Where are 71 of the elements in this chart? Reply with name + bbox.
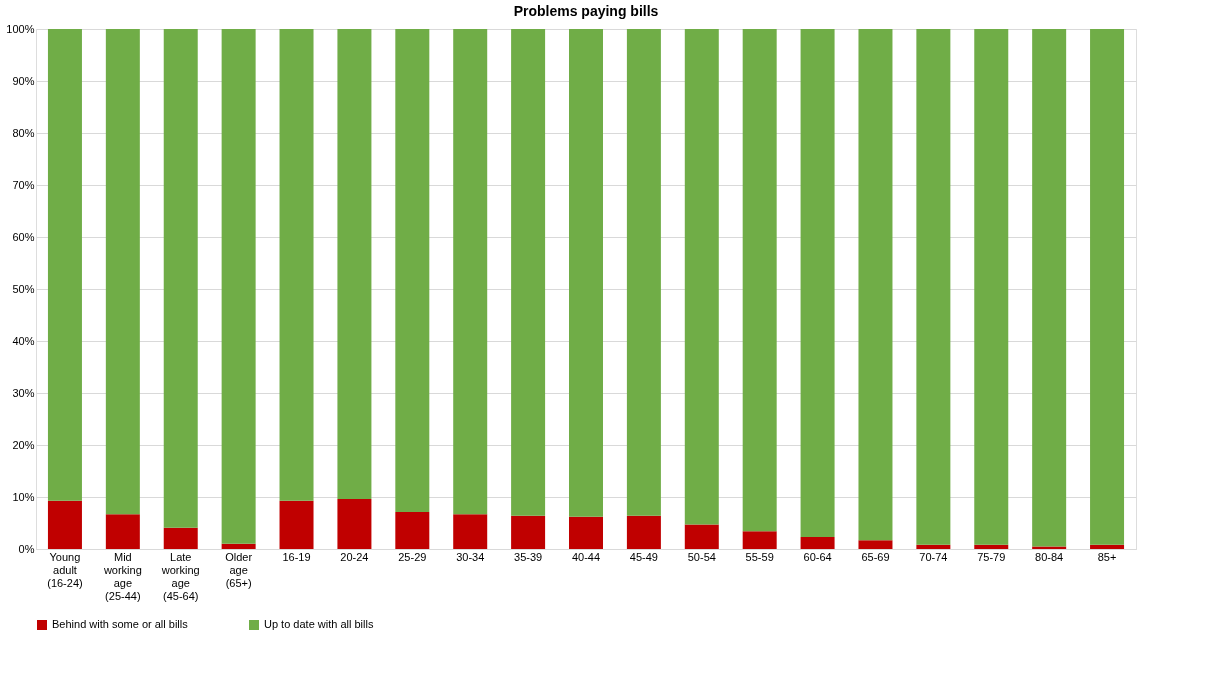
- y-tick-label: 70%: [12, 178, 35, 191]
- x-tick-label: 60-64: [803, 550, 832, 563]
- bar: [569, 29, 603, 517]
- bar: [1032, 29, 1067, 547]
- y-tick-label: 90%: [12, 74, 35, 87]
- x-tick-label: 40-44: [571, 550, 601, 563]
- y-tick-label: 50%: [12, 282, 35, 295]
- x-tick-label: 20-24: [340, 550, 369, 563]
- x-tick-label: 35-39: [514, 550, 543, 563]
- legend-label: Up to date with all bills: [264, 618, 374, 630]
- x-tick-label: 16-19: [282, 550, 311, 563]
- bar: [569, 516, 603, 549]
- x-tick-label: Older age (65+): [225, 550, 253, 589]
- bar: [279, 29, 314, 501]
- bar: [684, 524, 719, 549]
- bar: [395, 512, 430, 549]
- y-tick-label: 100%: [6, 22, 35, 35]
- bar: [1090, 29, 1125, 545]
- bar: [163, 29, 198, 528]
- bar: [337, 29, 372, 500]
- bar: [742, 531, 777, 549]
- bar: [511, 515, 546, 549]
- bar: [626, 29, 661, 516]
- bar: [221, 543, 256, 549]
- x-tick-label: 65-69: [861, 550, 890, 563]
- bar: [916, 544, 951, 549]
- bar: [684, 29, 719, 525]
- x-tick-label: 50-54: [687, 550, 716, 563]
- bar: [916, 29, 951, 545]
- bar: [858, 29, 893, 541]
- bar: [800, 29, 835, 538]
- bar: [47, 500, 82, 549]
- y-tick-label: 40%: [12, 334, 35, 347]
- x-tick-label: 55-59: [745, 550, 774, 563]
- bar: [858, 540, 893, 549]
- x-tick-label: 30-34: [456, 550, 485, 563]
- bar: [974, 29, 1009, 545]
- x-tick-label: 80-84: [1035, 550, 1064, 563]
- bar: [279, 500, 314, 549]
- bar: [742, 29, 777, 532]
- y-tick-label: 0%: [18, 542, 35, 555]
- bar: [453, 29, 488, 515]
- x-tick-label: 70-74: [919, 550, 948, 563]
- bar: [974, 544, 1009, 549]
- bar: [800, 537, 835, 549]
- x-tick-label: 85+: [1097, 550, 1117, 563]
- bar: [105, 514, 140, 549]
- x-tick-label: Mid working age (25-44): [102, 550, 142, 602]
- bar: [105, 29, 140, 515]
- bar: [1090, 544, 1125, 549]
- chart-title: Problems paying bills: [513, 3, 659, 19]
- bar: [626, 515, 661, 549]
- x-tick-label: 25-29: [398, 550, 427, 563]
- y-tick-label: 20%: [12, 438, 35, 451]
- bar: [453, 514, 488, 549]
- y-tick-label: 60%: [12, 230, 35, 243]
- bar: [337, 499, 372, 549]
- legend-label: Behind with some or all bills: [52, 618, 189, 630]
- y-tick-label: 10%: [12, 490, 35, 503]
- bar: [221, 29, 256, 544]
- bar: [47, 29, 82, 501]
- y-tick-label: 30%: [12, 386, 35, 399]
- x-tick-label: Young adult (16-24): [47, 550, 83, 589]
- bar: [511, 29, 546, 516]
- bar: [395, 29, 430, 513]
- y-tick-label: 80%: [12, 126, 35, 139]
- bar: [163, 527, 198, 549]
- x-tick-label: 75-79: [977, 550, 1006, 563]
- bar: [1032, 546, 1067, 549]
- x-tick-label: Late working age (45-64): [160, 550, 200, 602]
- x-tick-label: 45-49: [629, 550, 658, 563]
